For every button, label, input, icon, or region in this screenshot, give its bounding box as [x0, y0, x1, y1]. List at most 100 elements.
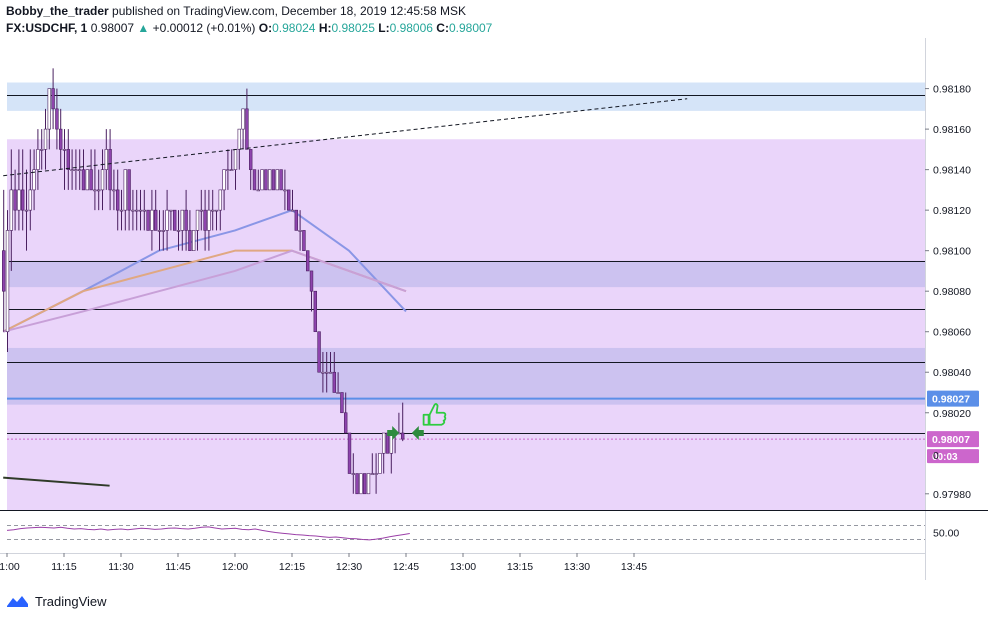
candle-body[interactable] — [9, 189, 13, 231]
candle-body[interactable] — [309, 270, 314, 292]
candle-body[interactable] — [378, 452, 382, 474]
candle-body[interactable] — [211, 209, 215, 212]
candle-body[interactable] — [351, 473, 355, 475]
candle-layer[interactable] — [1, 68, 405, 495]
candle-body[interactable] — [43, 128, 48, 150]
candle-body[interactable] — [1, 250, 6, 292]
candle-body[interactable] — [328, 371, 333, 374]
candle-body[interactable] — [184, 209, 188, 231]
indicator-pane[interactable]: 50.00 — [6, 525, 959, 541]
candle-body[interactable] — [381, 432, 386, 454]
candle-body[interactable] — [230, 169, 234, 171]
candle-body[interactable] — [169, 209, 173, 212]
annotation-layer[interactable] — [387, 403, 447, 441]
candle-body[interactable] — [55, 108, 59, 130]
candle-body[interactable] — [188, 230, 192, 251]
candle-body[interactable] — [321, 371, 325, 374]
candle-body[interactable] — [78, 169, 82, 171]
candle-body[interactable] — [138, 209, 143, 212]
candle-body[interactable] — [226, 169, 230, 171]
candle-body[interactable] — [176, 230, 181, 232]
candle-body[interactable] — [17, 189, 21, 211]
trendline[interactable] — [3, 98, 688, 177]
candle-body[interactable] — [180, 209, 184, 231]
candle-body[interactable] — [340, 392, 344, 414]
candle-body[interactable] — [374, 473, 378, 475]
candle-body[interactable] — [93, 189, 97, 192]
candle-body[interactable] — [123, 169, 128, 211]
candle-body[interactable] — [36, 149, 40, 170]
candle-body[interactable] — [294, 209, 298, 231]
candle-body[interactable] — [324, 371, 329, 374]
candle-body[interactable] — [290, 209, 295, 212]
candle-body[interactable] — [135, 209, 139, 212]
candle-body[interactable] — [286, 189, 291, 211]
candle-body[interactable] — [13, 189, 17, 211]
candle-body[interactable] — [157, 230, 162, 232]
candle-body[interactable] — [81, 169, 86, 191]
candle-body[interactable] — [127, 169, 131, 211]
candle-body[interactable] — [195, 209, 200, 231]
candle-body[interactable] — [85, 169, 90, 191]
candle-body[interactable] — [142, 209, 146, 212]
candle-body[interactable] — [218, 189, 222, 211]
candle-body[interactable] — [260, 169, 264, 191]
candle-body[interactable] — [119, 209, 124, 212]
candle-body[interactable] — [154, 209, 158, 231]
candle-body[interactable] — [24, 209, 29, 212]
candle-body[interactable] — [150, 209, 154, 231]
candle-body[interactable] — [245, 108, 249, 150]
candle-body[interactable] — [89, 169, 93, 191]
candle-body[interactable] — [108, 149, 112, 191]
candle-body[interactable] — [51, 88, 55, 110]
candle-body[interactable] — [161, 230, 165, 232]
candle-body[interactable] — [241, 108, 245, 130]
candle-body[interactable] — [20, 189, 25, 211]
candle-body[interactable] — [366, 473, 371, 495]
candle-body[interactable] — [32, 169, 36, 191]
author-name[interactable]: Bobby_the_trader — [6, 4, 109, 18]
candle-body[interactable] — [237, 128, 241, 150]
candle-body[interactable] — [131, 209, 135, 212]
candle-body[interactable] — [28, 189, 32, 211]
trendline-short[interactable] — [3, 476, 110, 487]
candle-body[interactable] — [5, 230, 10, 333]
candle-body[interactable] — [58, 128, 63, 150]
candle-body[interactable] — [70, 169, 74, 171]
candle-body[interactable] — [233, 149, 238, 170]
candle-body[interactable] — [165, 209, 169, 231]
candle-body[interactable] — [192, 230, 196, 251]
candle-body[interactable] — [267, 169, 272, 191]
price-axis[interactable]: 0.98180 0.98160 0.98140 0.98120 0.98100 0.980… — [925, 38, 979, 580]
current-price-badge-bg[interactable] — [927, 390, 979, 407]
candle-body[interactable] — [332, 371, 336, 393]
candle-body[interactable] — [97, 189, 101, 192]
candle-body[interactable] — [47, 88, 52, 130]
candle-body[interactable] — [222, 169, 226, 191]
candle-body[interactable] — [173, 209, 177, 231]
candle-body[interactable] — [271, 169, 276, 191]
thumbs-up-icon[interactable] — [422, 403, 447, 426]
trendline-layer[interactable] — [3, 98, 688, 487]
candle-body[interactable] — [66, 149, 71, 170]
candle-body[interactable] — [249, 149, 253, 170]
candle-body[interactable] — [264, 169, 268, 191]
candle-body[interactable] — [279, 169, 283, 191]
candle-body[interactable] — [313, 290, 317, 333]
candle-body[interactable] — [305, 250, 310, 272]
candle-body[interactable] — [146, 209, 150, 231]
candle-body[interactable] — [283, 189, 287, 192]
candle-body[interactable] — [207, 209, 211, 231]
last-price-badge-bg[interactable] — [927, 431, 979, 448]
candle-body[interactable] — [74, 169, 78, 171]
candle-body[interactable] — [275, 169, 279, 191]
tradingview-footer[interactable]: TradingView — [6, 592, 107, 610]
candle-body[interactable] — [400, 432, 405, 440]
time-axis[interactable]: 11:00 11:15 11:30 11:45 12:00 12:15 12:30 12:45… — [0, 510, 988, 574]
candle-body[interactable] — [302, 230, 306, 251]
right-arrow-icon[interactable] — [387, 426, 400, 441]
candle-body[interactable] — [62, 149, 67, 151]
candle-body[interactable] — [362, 473, 367, 495]
last-price-badge[interactable]: 0.98007 — [932, 434, 970, 446]
